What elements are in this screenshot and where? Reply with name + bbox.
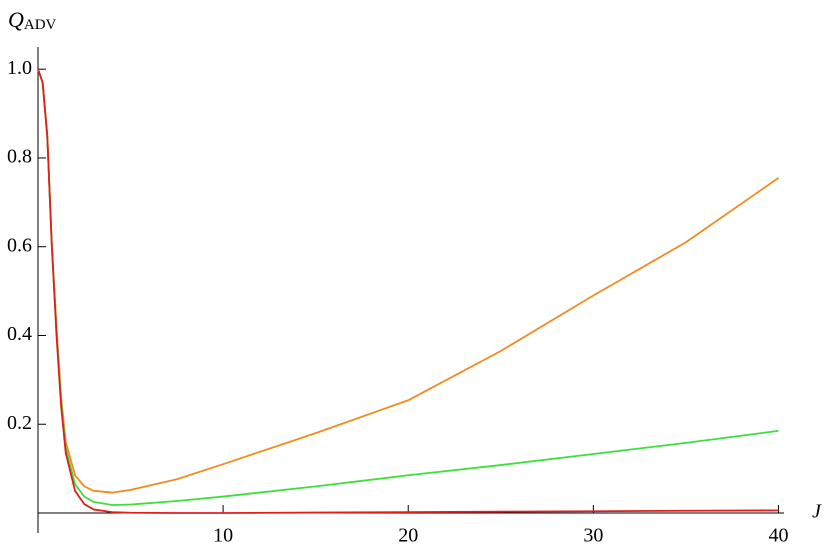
x-tick-label: 40 — [768, 525, 788, 547]
x-tick-label: 20 — [398, 525, 418, 547]
y-label-sub: ADV — [24, 17, 57, 33]
x-tick-label: 30 — [583, 525, 603, 547]
x-axis-label: J — [812, 501, 822, 523]
y-tick-label: 0.6 — [7, 234, 32, 256]
series-line — [37, 68, 779, 506]
y-tick-label: 0.8 — [7, 146, 32, 168]
series-line — [37, 68, 779, 514]
y-tick-label: 1.0 — [7, 57, 32, 79]
series-line — [37, 68, 779, 494]
y-tick-label: 0.2 — [7, 412, 32, 434]
y-axis-label: QADV — [8, 7, 57, 33]
x-tick-label: 10 — [213, 525, 233, 547]
y-tick-label: 0.4 — [7, 323, 32, 345]
y-label-main: Q — [8, 7, 24, 32]
